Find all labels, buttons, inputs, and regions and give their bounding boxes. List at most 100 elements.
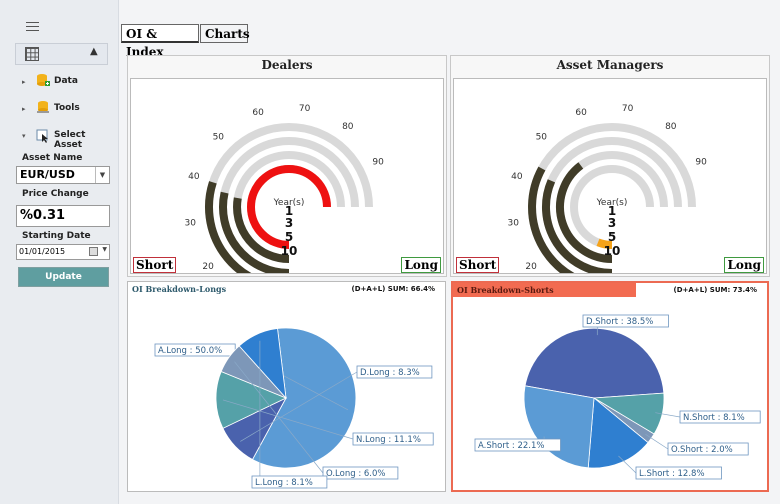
- shorts-pie-panel: OI Breakdown-Shorts (D+A+L) SUM: 73.4% D…: [451, 281, 769, 492]
- scale-tick-label: 90: [372, 158, 384, 168]
- sidebar: ▲ ▸ Data ▸ Tools ▾ Select Asset Asset Na…: [0, 0, 119, 504]
- gauge-ring-value: [247, 165, 331, 249]
- asset-select[interactable]: EUR/USD ▼: [16, 166, 110, 184]
- scale-tick-label: 40: [188, 172, 200, 182]
- pie-leader-line: [222, 399, 354, 440]
- asset-name-label: Asset Name: [22, 153, 83, 163]
- gauge-ring-value: [541, 179, 613, 277]
- gauge-ring-track: [570, 165, 654, 249]
- scale-tick-label: 20: [202, 262, 214, 272]
- dropdown-arrow-icon[interactable]: ▼: [95, 167, 109, 183]
- pie-sum: (D+A+L) SUM: 73.4%: [673, 286, 757, 294]
- starting-date-label: Starting Date: [22, 231, 91, 241]
- ring-label: 5: [608, 230, 616, 244]
- collapse-triangle-icon: ▾: [22, 132, 26, 140]
- price-change-label: Price Change: [22, 189, 89, 199]
- short-label: Short: [133, 257, 177, 273]
- chevron-up-icon[interactable]: ▲: [90, 46, 98, 57]
- pie-slice-label: L.Long : 8.1%: [255, 478, 313, 488]
- pie-slice-label: D.Long : 8.3%: [360, 368, 420, 378]
- gauge-center-label: Year(s): [273, 198, 305, 208]
- pie-slice: [215, 370, 287, 429]
- gauge-ring-value: [596, 238, 613, 249]
- scale-tick-label: 50: [213, 132, 225, 142]
- update-button[interactable]: Update: [18, 267, 109, 287]
- panel-title: Asset Managers: [556, 58, 664, 72]
- scale-tick-label: 50: [536, 132, 548, 142]
- longs-pie-panel: OI Breakdown-Longs (D+A+L) SUM: 66.4% A.…: [127, 281, 446, 492]
- pie-leader-line: [234, 361, 324, 474]
- pie-svg: A.Long : 50.0% D.Long : 8.3% N.Long : 11.1…: [154, 327, 434, 489]
- pie-slice-label: N.Short : 8.1%: [683, 413, 745, 423]
- pie-label-box: [322, 466, 399, 480]
- pie-label-box: [251, 475, 328, 489]
- pie-leader-line: [618, 455, 637, 474]
- scale-tick-label: 80: [665, 122, 677, 132]
- pie-header: OI Breakdown-Longs (D+A+L) SUM: 66.4%: [128, 282, 445, 296]
- scale-tick-label: 90: [695, 158, 707, 168]
- tab-oi-index[interactable]: OI & Index: [121, 24, 199, 59]
- scale-tick-label: 60: [575, 108, 587, 118]
- scale-tick-label: 60: [252, 108, 264, 118]
- expand-triangle-icon: ▸: [22, 78, 26, 86]
- ring-label: 3: [608, 216, 616, 230]
- pie-slice-label: A.Short : 22.1%: [478, 441, 544, 451]
- panel-title: Dealers: [261, 58, 313, 72]
- gauge-ring-value: [233, 197, 290, 263]
- dropdown-arrow-icon[interactable]: ▼: [102, 246, 107, 253]
- view-selector[interactable]: ▲: [15, 43, 108, 65]
- pie-slice-label: D.Short : 38.5%: [586, 317, 653, 327]
- pie-header: OI Breakdown-Shorts (D+A+L) SUM: 73.4%: [453, 283, 767, 297]
- pie-svg: D.Short : 38.5% N.Short : 8.1% O.Short : 2…: [474, 314, 761, 480]
- short-label: Short: [456, 257, 500, 273]
- pie-slice-label: O.Short : 2.0%: [671, 445, 733, 455]
- ring-label: 1: [608, 204, 616, 218]
- scale-tick-label: 20: [525, 262, 537, 272]
- pie-label-box: [667, 442, 749, 456]
- price-change-value: %0.31: [20, 208, 66, 223]
- pie-slice: [238, 328, 287, 400]
- pie-label-box: [679, 410, 761, 424]
- asset-managers-panel: Asset Managers 13510Year(s)1020304050607…: [450, 55, 770, 302]
- scale-tick-label: 80: [342, 122, 354, 132]
- starting-date-input[interactable]: 01/01/2015 ▼: [16, 244, 110, 260]
- tab-charts[interactable]: Charts: [200, 24, 250, 43]
- long-label: Long: [724, 257, 764, 273]
- select-cursor-icon: [36, 129, 48, 143]
- gauge-ring-value: [556, 162, 613, 263]
- long-label: Long: [401, 257, 441, 273]
- scale-tick-label: 30: [184, 219, 196, 229]
- sidebar-item-label: Data: [54, 76, 78, 86]
- pie-label-box: [356, 365, 433, 379]
- gauge-ring-value: [219, 191, 290, 277]
- scale-tick-label: 70: [622, 104, 634, 114]
- scale-tick-label: 30: [507, 219, 519, 229]
- ring-label: 5: [285, 230, 293, 244]
- scale-tick-label: 40: [511, 172, 523, 182]
- pie-label-box: [635, 466, 722, 480]
- pie-sum: (D+A+L) SUM: 66.4%: [351, 285, 435, 293]
- ring-label: 10: [604, 244, 621, 258]
- pie-title: OI Breakdown-Shorts: [457, 285, 554, 295]
- pie-slice-label: O.Long : 6.0%: [326, 469, 385, 479]
- pie-slice: [523, 385, 595, 469]
- price-change-field: %0.31: [16, 205, 110, 227]
- grid-icon: [25, 47, 39, 61]
- pie-slice: [524, 327, 665, 399]
- pie-slice-label: A.Long : 50.0%: [158, 346, 222, 356]
- ring-label: 10: [281, 244, 298, 258]
- asset-select-value: EUR/USD: [20, 168, 75, 181]
- pie-slice: [587, 397, 649, 469]
- pie-label-box: [582, 314, 669, 328]
- database-add-icon: [37, 74, 50, 86]
- hamburger-menu-icon[interactable]: [26, 22, 39, 31]
- calendar-icon[interactable]: [89, 247, 98, 256]
- ring-label: 3: [285, 216, 293, 230]
- scale-tick-label: 70: [299, 104, 311, 114]
- ring-label: 1: [285, 204, 293, 218]
- pie-slice-label: N.Long : 11.1%: [356, 435, 421, 445]
